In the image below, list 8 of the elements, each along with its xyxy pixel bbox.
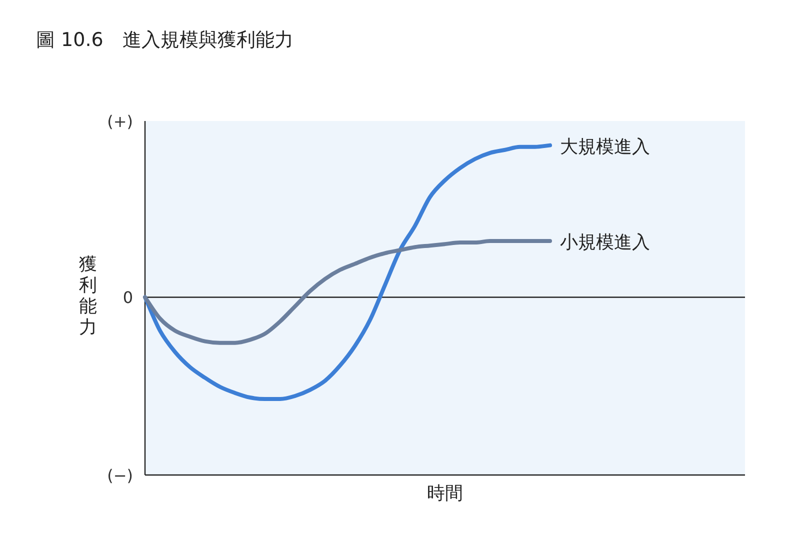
text: (+) — [107, 112, 133, 131]
x-axis-title: 時間 — [427, 483, 463, 504]
text: 0 — [122, 288, 133, 308]
series-label: 大規模進入 — [560, 136, 650, 158]
y-axis-title: 獲利能力 — [79, 254, 97, 338]
series-label: 小規模進入 — [560, 232, 650, 254]
text: (−) — [107, 466, 133, 485]
chart-title: 圖 10.6 進入規模與獲利能力 — [36, 29, 294, 51]
